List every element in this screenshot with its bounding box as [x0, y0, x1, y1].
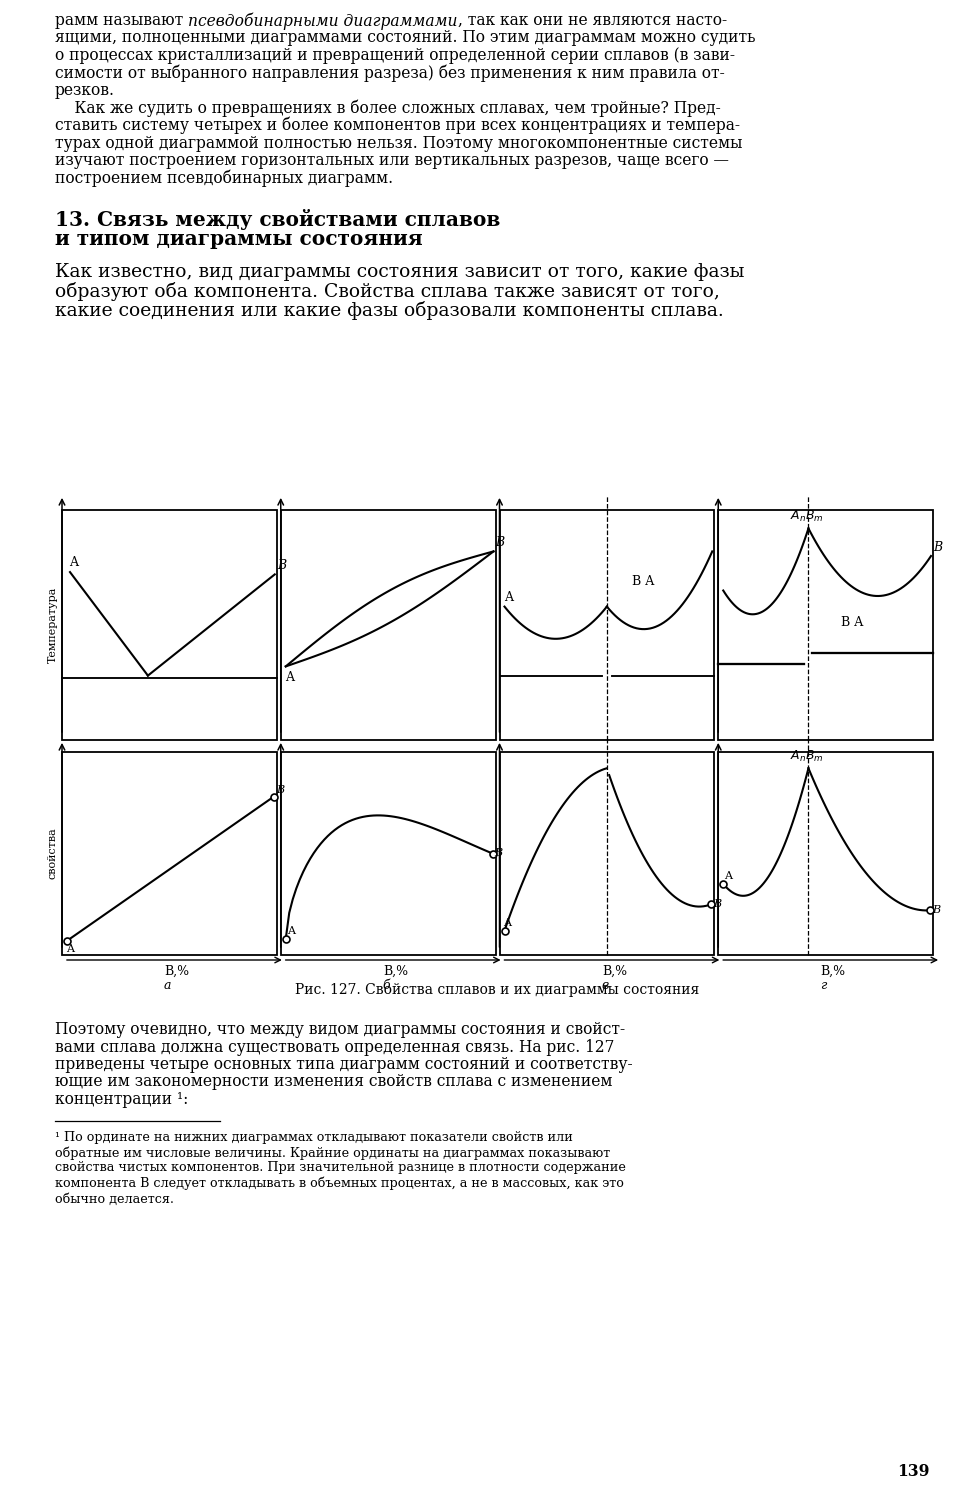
Text: B: B — [494, 849, 503, 858]
Text: B: B — [714, 900, 721, 909]
Text: B: B — [933, 542, 942, 554]
Text: ¹ По ординате на нижних диаграммах откладывают показатели свойств или: ¹ По ординате на нижних диаграммах откла… — [55, 1131, 573, 1143]
Text: Температура: Температура — [48, 586, 58, 663]
Text: приведены четыре основных типа диаграмм состояний и соответству-: приведены четыре основных типа диаграмм … — [55, 1056, 633, 1072]
Text: B: B — [495, 537, 505, 549]
Text: псевдобинарными диаграммами: псевдобинарными диаграммами — [188, 12, 457, 30]
Text: свойства: свойства — [48, 828, 58, 879]
Text: 139: 139 — [898, 1462, 930, 1480]
Text: а: а — [164, 980, 172, 992]
Text: Как известно, вид диаграммы состояния зависит от того, какие фазы: Как известно, вид диаграммы состояния за… — [55, 262, 745, 280]
Text: компонента B следует откладывать в объемных процентах, а не в массовых, как это: компонента B следует откладывать в объем… — [55, 1178, 624, 1191]
Text: концентрации ¹:: концентрации ¹: — [55, 1090, 188, 1108]
Text: В,%: В,% — [165, 964, 189, 978]
Text: рамм называют: рамм называют — [55, 12, 188, 28]
Text: В,%: В,% — [821, 964, 845, 978]
Text: B A: B A — [632, 574, 654, 588]
Text: вами сплава должна существовать определенная связь. На рис. 127: вами сплава должна существовать определе… — [55, 1038, 614, 1056]
Text: B: B — [277, 560, 286, 573]
Text: симости от выбранного направления разреза) без применения к ним правила от-: симости от выбранного направления разрез… — [55, 64, 724, 82]
Text: ставить систему четырех и более компонентов при всех концентрациях и темпера-: ставить систему четырех и более компонен… — [55, 117, 740, 135]
Text: A: A — [504, 591, 514, 603]
Text: свойства чистых компонентов. При значительной разнице в плотности содержание: свойства чистых компонентов. При значите… — [55, 1161, 626, 1174]
Text: A: A — [287, 926, 294, 936]
Text: $A_n B_m$: $A_n B_m$ — [790, 748, 823, 764]
Text: ящими, полноценными диаграммами состояний. По этим диаграммам можно судить: ящими, полноценными диаграммами состояни… — [55, 30, 756, 46]
Text: какие соединения или какие фазы образовали компоненты сплава.: какие соединения или какие фазы образова… — [55, 302, 723, 320]
Text: турах одной диаграммой полностью нельзя. Поэтому многокомпонентные системы: турах одной диаграммой полностью нельзя.… — [55, 135, 742, 152]
Text: обратные им числовые величины. Крайние ординаты на диаграммах показывают: обратные им числовые величины. Крайние о… — [55, 1146, 610, 1160]
Text: Поэтому очевидно, что между видом диаграммы состояния и свойст-: Поэтому очевидно, что между видом диагра… — [55, 1022, 625, 1038]
Text: B: B — [276, 784, 284, 795]
Text: б: б — [382, 980, 390, 992]
Text: Рис. 127. Свойства сплавов и их диаграммы состояния: Рис. 127. Свойства сплавов и их диаграмм… — [295, 982, 700, 998]
Text: изучают построением горизонтальных или вертикальных разрезов, чаще всего —: изучают построением горизонтальных или в… — [55, 152, 729, 170]
Text: г: г — [820, 980, 827, 992]
Text: B A: B A — [841, 616, 864, 630]
Text: о процессах кристаллизаций и превращений определенной серии сплавов (в зави-: о процессах кристаллизаций и превращений… — [55, 46, 735, 64]
Text: обычно делается.: обычно делается. — [55, 1192, 174, 1206]
Text: образуют оба компонента. Свойства сплава также зависят от того,: образуют оба компонента. Свойства сплава… — [55, 282, 720, 302]
Text: A: A — [69, 556, 78, 568]
Text: A: A — [503, 918, 512, 927]
Text: A: A — [285, 672, 293, 684]
Text: A: A — [724, 871, 732, 880]
Text: В,%: В,% — [383, 964, 409, 978]
Text: Как же судить о превращениях в более сложных сплавах, чем тройные? Пред-: Как же судить о превращениях в более сло… — [55, 99, 721, 117]
Text: в: в — [602, 980, 608, 992]
Text: , так как они не являются насто-: , так как они не являются насто- — [457, 12, 726, 28]
Text: В,%: В,% — [602, 964, 627, 978]
Text: ющие им закономерности изменения свойств сплава с изменением: ющие им закономерности изменения свойств… — [55, 1074, 612, 1090]
Text: 13. Связь между свойствами сплавов: 13. Связь между свойствами сплавов — [55, 209, 500, 230]
Text: $A_n B_m$: $A_n B_m$ — [790, 510, 823, 525]
Text: и типом диаграммы состояния: и типом диаграммы состояния — [55, 230, 423, 249]
Text: A: A — [66, 944, 74, 954]
Text: резков.: резков. — [55, 82, 115, 99]
Text: B: B — [932, 906, 940, 915]
Text: построением псевдобинарных диаграмм.: построением псевдобинарных диаграмм. — [55, 170, 393, 188]
